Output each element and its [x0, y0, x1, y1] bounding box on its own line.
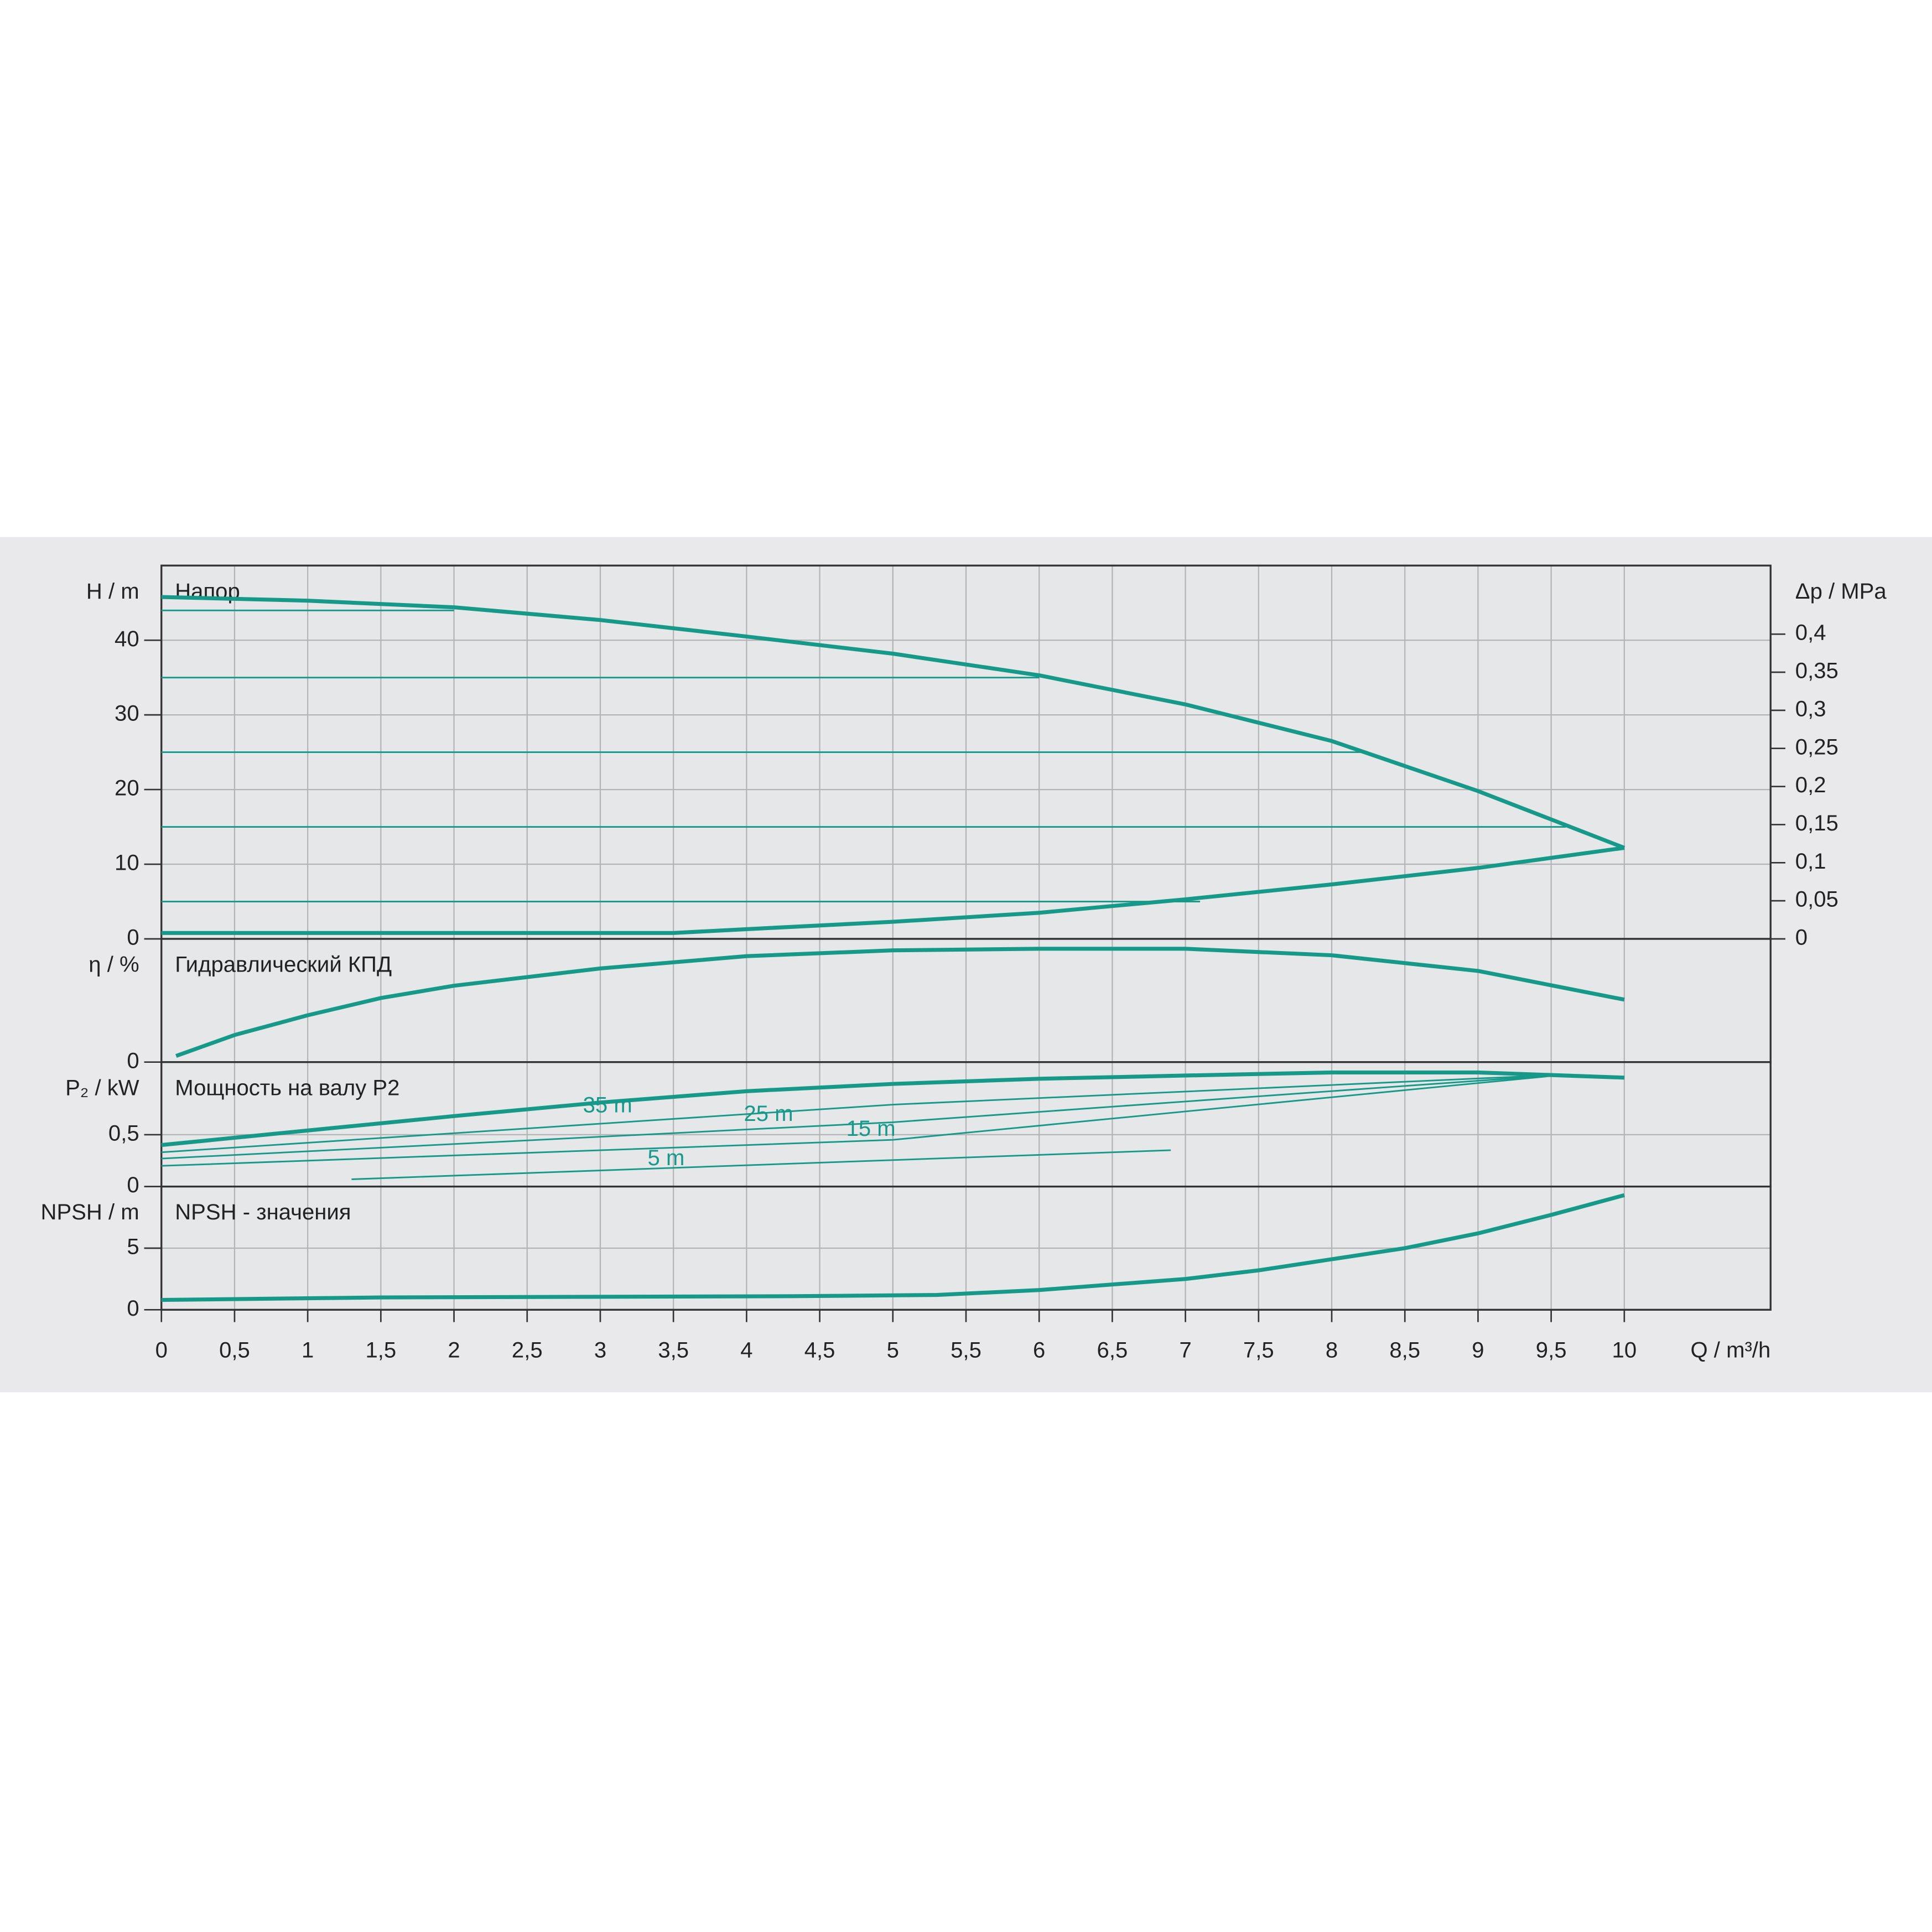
x-tick-label: 6,5: [1097, 1338, 1128, 1363]
curve: [175, 947, 1625, 1058]
x-tick-label: 0: [155, 1338, 168, 1363]
panel-title: NPSH - значения: [175, 1200, 351, 1224]
curve-label: 5 m: [648, 1146, 685, 1170]
y2-tick-label: 0,2: [1795, 773, 1826, 797]
x-axis-label: Q / m³/h: [1691, 1338, 1771, 1363]
curve: [161, 845, 1625, 935]
y-tick-label: 30: [115, 702, 139, 726]
x-tick-label: 1,5: [365, 1338, 396, 1363]
x-tick-label: 5,5: [951, 1338, 981, 1363]
panel-title: Мощность на валу P2: [175, 1076, 399, 1100]
x-tick-label: 0,5: [219, 1338, 250, 1363]
curve-label: 15 m: [846, 1116, 896, 1141]
y2-tick-label: 0,35: [1795, 659, 1838, 683]
curve: [161, 1073, 1566, 1160]
y2-tick-label: 0,3: [1795, 697, 1826, 721]
y-tick-label: 0: [127, 1296, 139, 1321]
y2-tick-label: 0: [1795, 926, 1808, 950]
panel-title: Гидравлический КПД: [175, 953, 392, 977]
x-tick-label: 3,5: [658, 1338, 689, 1363]
x-tick-label: 1: [302, 1338, 314, 1363]
y2-tick-label: 0,1: [1795, 849, 1826, 874]
x-tick-label: 2,5: [512, 1338, 543, 1363]
x-tick-label: 7,5: [1243, 1338, 1274, 1363]
y-tick-label: 0: [127, 926, 139, 950]
x-tick-label: 4,5: [804, 1338, 835, 1363]
y-tick-label: 40: [115, 627, 139, 651]
y2-axis-label: Δp / MPa: [1795, 579, 1887, 604]
y2-tick-label: 0,25: [1795, 735, 1838, 759]
x-tick-label: 9,5: [1536, 1338, 1567, 1363]
y-tick-label: 0,5: [108, 1121, 139, 1146]
y-axis-label: NPSH / m: [41, 1200, 139, 1224]
curve: [161, 1193, 1625, 1302]
y-axis-label: H / m: [86, 579, 139, 604]
x-tick-label: 5: [887, 1338, 899, 1363]
y-tick-label: 0: [127, 1173, 139, 1197]
curve-label: 35 m: [583, 1093, 632, 1117]
x-tick-label: 4: [740, 1338, 752, 1363]
y2-tick-label: 0,05: [1795, 887, 1838, 912]
x-tick-label: 3: [594, 1338, 606, 1363]
x-tick-label: 2: [448, 1338, 460, 1363]
x-tick-label: 8,5: [1389, 1338, 1420, 1363]
y-axis-label: P₂ / kW: [65, 1076, 139, 1100]
x-tick-label: 7: [1179, 1338, 1191, 1363]
y-tick-label: 20: [115, 776, 139, 801]
y2-tick-label: 0,4: [1795, 621, 1826, 645]
curve-label: 25 m: [744, 1102, 793, 1126]
x-tick-label: 8: [1326, 1338, 1338, 1363]
x-tick-label: 9: [1472, 1338, 1484, 1363]
curve: [351, 1149, 1171, 1180]
x-tick-label: 6: [1033, 1338, 1045, 1363]
y-tick-label: 0: [127, 1048, 139, 1073]
y-axis-label: η / %: [89, 953, 139, 977]
y-tick-label: 5: [127, 1235, 139, 1259]
curve: [161, 1073, 1566, 1167]
curve: [161, 1073, 1566, 1154]
y2-tick-label: 0,15: [1795, 811, 1838, 835]
x-tick-label: 10: [1612, 1338, 1637, 1363]
y-tick-label: 10: [115, 851, 139, 875]
curve: [161, 1070, 1625, 1147]
curve: [161, 595, 1625, 850]
